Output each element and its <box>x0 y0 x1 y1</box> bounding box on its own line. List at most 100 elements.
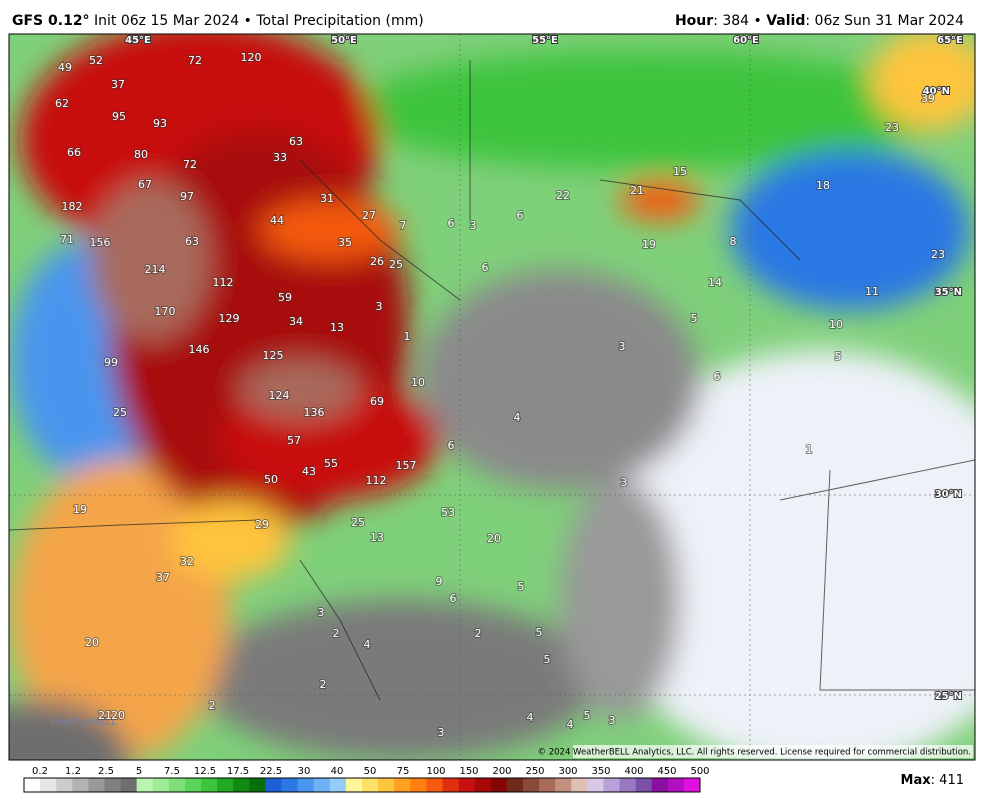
colorbar-swatch <box>442 778 459 792</box>
map-label: 5 <box>544 653 551 666</box>
colorbar-swatch <box>104 778 121 792</box>
map-label: 34 <box>289 315 303 328</box>
map-label: 20 <box>487 532 501 545</box>
map-label: 1 <box>806 443 813 456</box>
map-label: 39 <box>921 92 935 105</box>
map-label: 3 <box>438 726 445 739</box>
grid-label: 30°N <box>935 489 962 500</box>
colorbar-swatch <box>362 778 379 792</box>
map-label: 63 <box>185 235 199 248</box>
colorbar-swatch <box>555 778 572 792</box>
grid-label: 50°E <box>331 35 357 46</box>
map-label: 72 <box>188 54 202 67</box>
map-label: 59 <box>278 291 292 304</box>
map-label: 15 <box>673 165 687 178</box>
colorbar-label: 75 <box>397 766 410 777</box>
map-label: 35 <box>338 236 352 249</box>
colorbar-label: 2.5 <box>98 766 114 777</box>
map-label: 6 <box>450 592 457 605</box>
map-label: 4 <box>567 718 574 731</box>
grid-label: 60°E <box>733 35 759 46</box>
colorbar-swatch <box>587 778 604 792</box>
map-label: 63 <box>289 135 303 148</box>
copyright: © 2024 WeatherBELL Analytics, LLC. All r… <box>538 748 971 758</box>
map-label: 31 <box>320 192 334 205</box>
map-label: 129 <box>219 312 240 325</box>
map-label: 44 <box>270 214 284 227</box>
map-label: 33 <box>273 151 287 164</box>
map-label: 26 <box>370 255 384 268</box>
map-label: 80 <box>134 148 148 161</box>
map-label: 120 <box>241 51 262 64</box>
colorbar-label: 400 <box>624 766 643 777</box>
colorbar-label: 200 <box>492 766 511 777</box>
colorbar-swatch <box>410 778 427 792</box>
colorbar-label: 12.5 <box>194 766 216 777</box>
colorbar-label: 150 <box>459 766 478 777</box>
hour-key: Hour <box>675 13 713 29</box>
colorbar-swatch <box>168 778 186 792</box>
colorbar-swatch <box>120 778 137 792</box>
colorbar-swatch <box>313 778 331 792</box>
map-label: 67 <box>138 178 152 191</box>
colorbar-swatch <box>265 778 282 792</box>
colorbar-swatch <box>571 778 588 792</box>
colorbar-label: 40 <box>331 766 344 777</box>
grid-label: 65°E <box>937 35 963 46</box>
colorbar-swatch <box>233 778 250 792</box>
colorbar-label: 30 <box>298 766 311 777</box>
colorbar-swatch <box>635 778 653 792</box>
map-label: 23 <box>931 248 945 261</box>
colorbar-swatch <box>458 778 475 792</box>
map-label: 69 <box>370 395 384 408</box>
map-label: 29 <box>255 518 269 531</box>
colorbar-swatch <box>72 778 89 792</box>
map-label: 52 <box>89 54 103 67</box>
map-label: 20 <box>111 709 125 722</box>
colorbar-swatch <box>474 778 492 792</box>
map-label: 66 <box>67 146 81 159</box>
map-label: 7 <box>400 219 407 232</box>
map-label: 50 <box>264 473 278 486</box>
map-label: 32 <box>180 555 194 568</box>
colorbar-swatch <box>539 778 556 792</box>
colorbar-swatch <box>297 778 315 792</box>
colorbar-swatch <box>426 778 443 792</box>
colorbar-swatch <box>40 778 57 792</box>
colorbar-swatch <box>506 778 524 792</box>
colorbar-swatch <box>490 778 508 792</box>
map-label: 19 <box>642 238 656 251</box>
map-label: 6 <box>448 217 455 230</box>
map-label: 146 <box>189 343 210 356</box>
colorbar-swatch <box>136 778 154 792</box>
colorbar-swatch <box>667 778 685 792</box>
map-label: 157 <box>396 459 417 472</box>
colorbar-swatch <box>394 778 411 792</box>
map-label: 2 <box>333 627 340 640</box>
colorbar-swatch <box>522 778 540 792</box>
colorbar-label: 22.5 <box>260 766 282 777</box>
colorbar-label: 300 <box>558 766 577 777</box>
map-label: 97 <box>180 190 194 203</box>
map-label: 182 <box>62 200 83 213</box>
map-label: 22 <box>556 189 570 202</box>
map-label: 72 <box>183 158 197 171</box>
map-label: 9 <box>436 575 443 588</box>
map-label: 25 <box>113 406 127 419</box>
map-frame <box>8 33 976 761</box>
map-label: 23 <box>885 121 899 134</box>
colorbar-label: 250 <box>525 766 544 777</box>
map-label: 170 <box>155 305 176 318</box>
colorbar-swatch <box>24 778 41 792</box>
map-label: 10 <box>829 318 843 331</box>
map-label: 49 <box>58 61 72 74</box>
map-label: 3 <box>376 300 383 313</box>
map-label: 6 <box>482 261 489 274</box>
hour-value: : 384 • <box>713 13 766 29</box>
grid-label: 45°E <box>125 35 151 46</box>
map-label: 14 <box>708 276 722 289</box>
map-label: 57 <box>287 434 301 447</box>
colorbar-swatch <box>345 778 363 792</box>
map-label: 62 <box>55 97 69 110</box>
